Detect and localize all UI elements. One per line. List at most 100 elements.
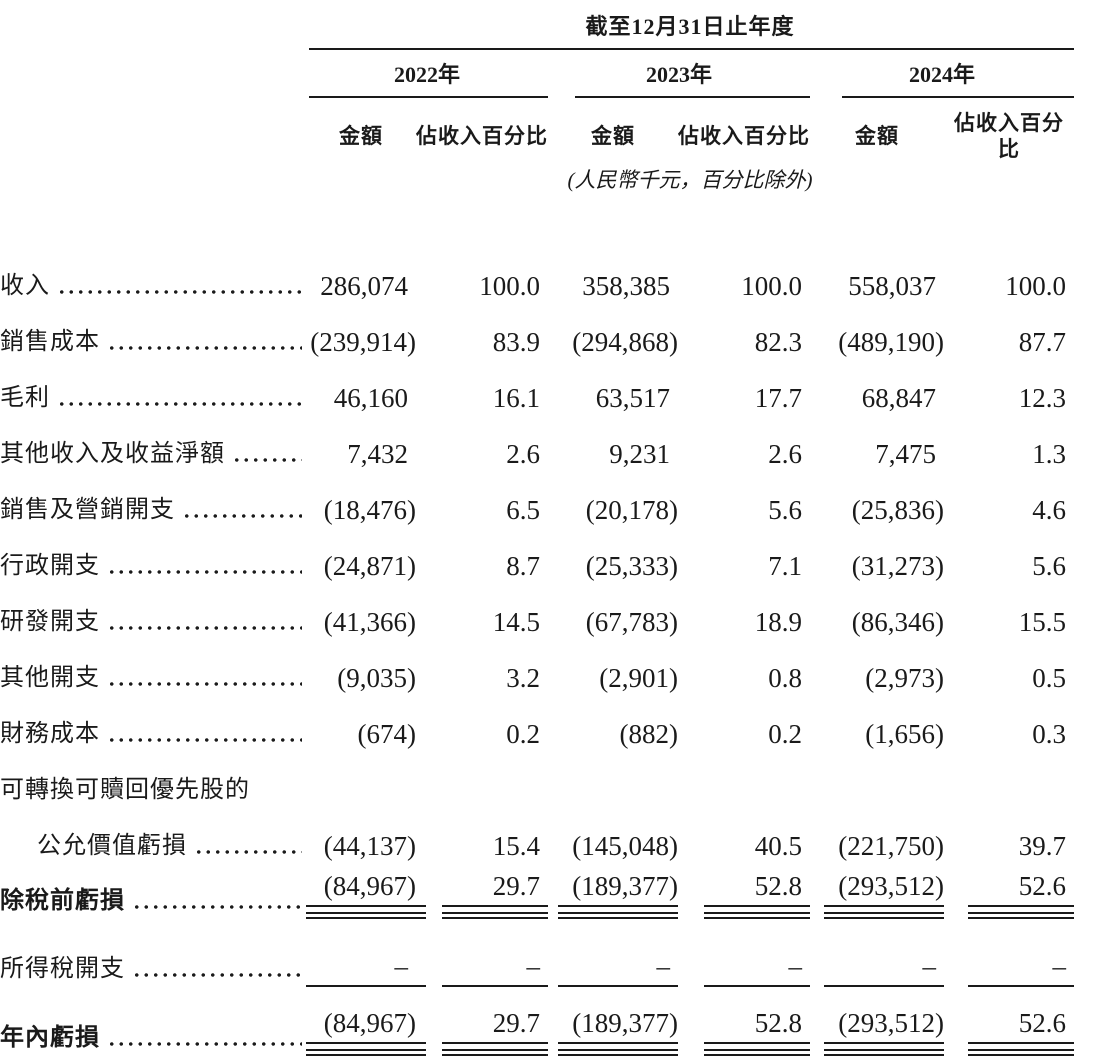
cell-value: (84,967) (323, 871, 416, 901)
cell-value: 7,432 (347, 439, 408, 469)
cell-value: 0.2 (506, 719, 540, 749)
year-label: 2024年 (909, 62, 976, 87)
header-period-row: 截至12月31日止年度 (0, 10, 1075, 50)
cell-value: (221,750) (838, 831, 944, 861)
cell-value: – (656, 951, 671, 981)
cell-value: (44,137) (323, 831, 416, 861)
row-label-cell: 銷售及營銷開支 (0, 478, 306, 534)
cell-value: 2.6 (768, 439, 802, 469)
amount-cell: 9,231 (548, 422, 678, 478)
cell-value: – (1052, 951, 1067, 981)
cell-value: – (394, 951, 409, 981)
total-rule-double (558, 1049, 678, 1056)
spacer-row (0, 194, 1074, 254)
row-label-cell: 財務成本 (0, 702, 306, 758)
cell-value: 0.2 (768, 719, 802, 749)
row-loss-for-the-year: 年內虧損 (84,967) 29.7 (189,377) 52.8 (293,5… (0, 993, 1075, 1062)
total-rule-double (824, 912, 944, 919)
cell-value: (294,868) (572, 327, 678, 357)
cell-value: (293,512) (838, 871, 944, 901)
amount-cell: (293,512) (810, 993, 944, 1062)
cell-value: 16.1 (492, 383, 540, 413)
row-selling-marketing-expenses: 銷售及營銷開支 (18,476) 6.5 (20,178) 5.6 (25,83… (0, 478, 1074, 534)
row-label-cell: 所得稅開支 (0, 925, 306, 993)
cell-value: 100.0 (479, 271, 540, 301)
row-cost-of-sales: 銷售成本 (239,914) 83.9 (294,868) 82.3 (489,… (0, 310, 1074, 366)
column-header-pct: 佔收入百分比 (416, 124, 548, 148)
total-rule-double (824, 1049, 944, 1056)
row-label: 研發開支 (0, 609, 100, 635)
row-income-tax-expense: 所得稅開支 – – – – – – (0, 925, 1075, 993)
row-label: 可轉換可贖回優先股的 (0, 777, 250, 803)
row-label-cell: 除稅前虧損 (0, 870, 306, 925)
total-rule-double (558, 912, 678, 919)
year-label: 2022年 (393, 62, 460, 87)
cell-value: 52.8 (754, 871, 802, 901)
pct-cell: – (678, 925, 810, 993)
dotted-leader (107, 1036, 302, 1046)
cell-value: 0.5 (1032, 663, 1067, 693)
pct-cell: 6.5 (416, 478, 548, 534)
cell-value: 52.6 (1018, 1008, 1067, 1038)
cell-value: 63,517 (595, 383, 670, 413)
year-group-2023: 2023年 (548, 50, 810, 98)
pct-cell: 12.3 (944, 366, 1074, 422)
amount-cell: (84,967) (306, 993, 426, 1062)
sum-rule (824, 1042, 944, 1044)
income-statement-table: 截至12月31日止年度 2022年 2023年 2024年 金額 佔收入百分比 … (0, 10, 1075, 1062)
pct-cell: 3.2 (416, 646, 548, 702)
pct-cell: 0.2 (416, 702, 548, 758)
row-label-cell: 研發開支 (0, 590, 306, 646)
cell-value: 18.9 (754, 607, 802, 637)
cell-value: (67,783) (585, 607, 678, 637)
row-label: 銷售成本 (0, 329, 100, 355)
pct-cell: 0.2 (678, 702, 810, 758)
sum-rule (558, 1042, 678, 1044)
sum-rule (306, 985, 426, 987)
amount-cell: (25,836) (810, 478, 944, 534)
pct-cell: – (944, 925, 1075, 993)
cell-value: – (526, 951, 541, 981)
total-rule-double (968, 1049, 1075, 1056)
row-administrative-expenses: 行政開支 (24,871) 8.7 (25,333) 7.1 (31,273) … (0, 534, 1074, 590)
cell-value: 29.7 (492, 871, 540, 901)
dotted-leader (107, 564, 302, 574)
dotted-leader (107, 676, 302, 686)
column-header-amount: 金額 (855, 124, 899, 148)
total-rule-double (704, 1049, 810, 1056)
row-label: 公允價值虧損 (37, 833, 187, 859)
header-rule (309, 48, 1075, 50)
cell-value: (31,273) (851, 551, 944, 581)
pct-cell: 52.8 (678, 993, 810, 1062)
cell-value: 5.6 (1032, 551, 1067, 581)
year-group-rule (842, 96, 1075, 98)
pct-cell: 0.5 (944, 646, 1074, 702)
cell-value: 83.9 (492, 327, 540, 357)
amount-cell: (674) (306, 702, 416, 758)
dotted-leader (182, 508, 302, 518)
pct-cell: 100.0 (416, 254, 548, 310)
year-group-2022: 2022年 (306, 50, 548, 98)
pct-cell: 7.1 (678, 534, 810, 590)
amount-cell: 558,037 (810, 254, 944, 310)
dotted-leader (107, 620, 302, 630)
dotted-leader (132, 899, 302, 909)
sum-rule (306, 905, 426, 907)
period-header-cell: 截至12月31日止年度 (306, 10, 1075, 50)
row-loss-before-tax: 除稅前虧損 (84,967) 29.7 (189,377) 52.8 (293,… (0, 870, 1075, 925)
pct-cell: 15.4 (416, 814, 548, 870)
row-label-cell: 毛利 (0, 366, 306, 422)
row-finance-costs: 財務成本 (674) 0.2 (882) 0.2 (1,656) 0.3 (0, 702, 1074, 758)
amount-cell: (239,914) (306, 310, 416, 366)
year-label: 2023年 (645, 62, 712, 87)
amount-cell: 358,385 (548, 254, 678, 310)
cell-value: 100.0 (741, 271, 802, 301)
pct-cell: 52.6 (944, 870, 1075, 925)
total-rule-double (306, 1049, 426, 1056)
cell-value: 100.0 (1005, 271, 1067, 301)
cell-value: (2,973) (865, 663, 944, 693)
year-group-2024: 2024年 (810, 50, 1075, 98)
pct-cell: 52.8 (678, 870, 810, 925)
sum-rule (442, 1042, 548, 1044)
cell-value: (9,035) (337, 663, 416, 693)
